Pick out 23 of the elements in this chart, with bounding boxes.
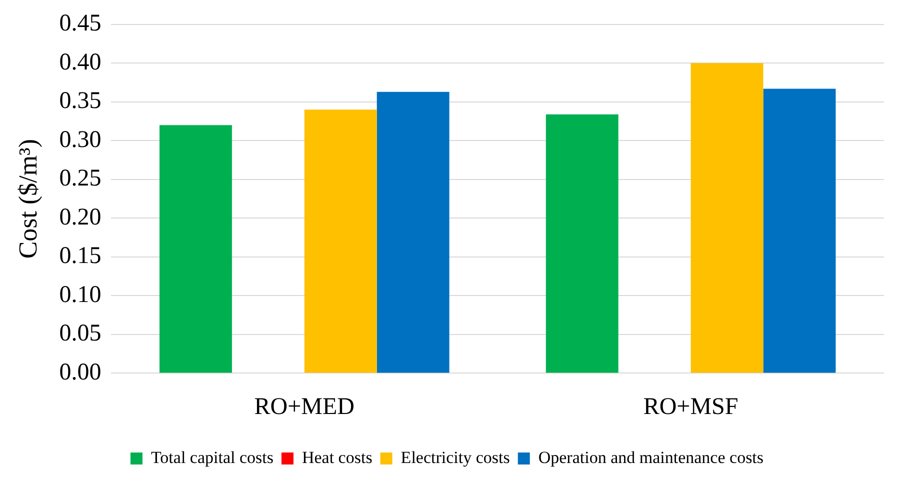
legend-label: Total capital costs	[150, 448, 274, 467]
y-tick-label: 0.30	[59, 126, 102, 153]
bar	[763, 88, 836, 373]
x-tick-label: RO+MED	[254, 394, 355, 420]
y-tick-label: 0.15	[59, 243, 102, 270]
y-tick-label: 0.45	[59, 10, 102, 37]
legend-label: Operation and maintenance costs	[538, 448, 764, 467]
bar	[304, 110, 377, 373]
bar	[160, 125, 232, 373]
y-tick-label: 0.00	[59, 359, 102, 386]
legend-label: Heat costs	[302, 448, 372, 467]
y-tick-label: 0.25	[59, 166, 102, 192]
x-tick-label: RO+MSF	[643, 394, 738, 420]
y-tick-label: 0.40	[59, 49, 102, 76]
legend-label: Electricity costs	[400, 448, 510, 467]
y-tick-label: 0.10	[59, 282, 102, 308]
bar	[690, 63, 764, 373]
bar	[376, 92, 450, 373]
y-tick-label: 0.35	[59, 88, 102, 114]
y-tick-label: 0.20	[59, 204, 102, 230]
y-tick-label: 0.05	[59, 320, 102, 347]
y-axis-title: Cost ($/m³)	[13, 138, 42, 259]
bar	[546, 114, 618, 373]
